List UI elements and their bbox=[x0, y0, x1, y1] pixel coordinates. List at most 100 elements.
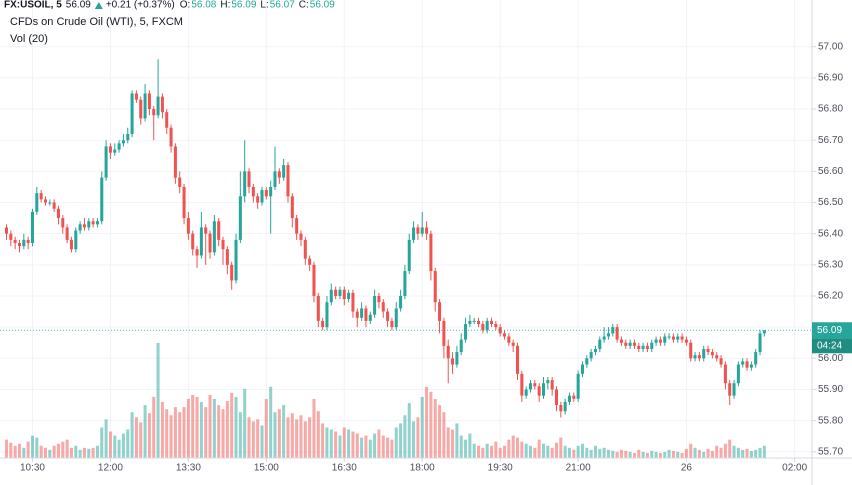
candle-body bbox=[520, 373, 524, 396]
volume-bar bbox=[61, 441, 65, 458]
volume-bar bbox=[22, 447, 26, 458]
countdown: 04:24 bbox=[817, 340, 842, 351]
candle-body bbox=[160, 96, 164, 113]
quote-key: L: bbox=[260, 0, 268, 11]
candle-body bbox=[472, 320, 476, 322]
volume-bar bbox=[563, 445, 567, 458]
candle-body bbox=[580, 364, 584, 374]
candle-body bbox=[719, 358, 723, 365]
volume-bar bbox=[412, 421, 416, 458]
candle-body bbox=[238, 196, 242, 240]
volume-bar bbox=[234, 396, 238, 458]
volume-bar bbox=[295, 419, 299, 458]
candle-body bbox=[477, 320, 481, 325]
volume-bar bbox=[165, 409, 169, 458]
candle-body bbox=[22, 239, 26, 247]
volume-bar bbox=[524, 443, 528, 458]
volume-bar bbox=[663, 451, 667, 458]
y-tick-label: 57.00 bbox=[818, 41, 843, 52]
candle-body bbox=[433, 271, 437, 303]
candle-body bbox=[35, 193, 39, 212]
candle-body bbox=[355, 311, 359, 318]
axes: 55.7055.8055.9056.0056.1056.2056.3056.40… bbox=[20, 41, 852, 474]
y-tick-label: 56.90 bbox=[818, 73, 843, 84]
volume-bar bbox=[572, 449, 576, 458]
candle-body bbox=[104, 146, 108, 178]
volume-bar bbox=[719, 447, 723, 458]
y-tick-label: 55.80 bbox=[818, 415, 843, 426]
volume-bar bbox=[312, 398, 316, 458]
chart-title: CFDs on Crude Oil (WTI), 5, FXCM bbox=[10, 16, 183, 28]
candle-body bbox=[754, 352, 758, 365]
indicator-label: Vol (20) bbox=[10, 33, 48, 45]
volume-bar bbox=[676, 451, 680, 458]
volume-bar bbox=[195, 396, 199, 458]
volume-bar bbox=[160, 402, 164, 458]
volume-bar bbox=[494, 441, 498, 458]
candle-body bbox=[576, 373, 580, 399]
candle-body bbox=[195, 249, 199, 256]
volume-bar bbox=[121, 433, 125, 458]
volume-bar bbox=[585, 447, 589, 458]
volume-bar bbox=[74, 445, 78, 458]
volume-bar bbox=[624, 450, 628, 458]
x-tick-label: 26 bbox=[681, 463, 693, 474]
candle-body bbox=[728, 383, 732, 396]
candle-body bbox=[650, 342, 654, 349]
volume-bar bbox=[251, 421, 255, 458]
candle-body bbox=[208, 233, 212, 253]
volume-bar bbox=[43, 447, 47, 458]
volume-bar bbox=[390, 439, 394, 458]
volume-bar bbox=[403, 415, 407, 458]
volume-bar bbox=[650, 450, 654, 458]
volume-bar bbox=[342, 427, 346, 458]
x-tick-label: 02:00 bbox=[782, 463, 807, 474]
candle-body bbox=[364, 308, 368, 321]
volume-bar bbox=[546, 445, 550, 458]
candle-body bbox=[234, 239, 238, 281]
volume-bar bbox=[554, 442, 559, 458]
quote-value: 56.08 bbox=[191, 0, 216, 11]
volume-bar bbox=[204, 407, 208, 458]
x-tick-label: 12:00 bbox=[98, 463, 123, 474]
y-tick-label: 56.80 bbox=[818, 104, 843, 115]
candle-body bbox=[52, 202, 56, 209]
candle-body bbox=[329, 289, 333, 303]
volume-bar bbox=[723, 443, 727, 458]
candle-body bbox=[143, 93, 147, 119]
volume-bar bbox=[762, 445, 766, 458]
candle-body bbox=[572, 395, 576, 399]
volume-bar bbox=[576, 445, 580, 458]
candle-body bbox=[39, 193, 43, 200]
volume-bar bbox=[468, 433, 472, 458]
candle-body bbox=[684, 339, 688, 343]
candle-body bbox=[221, 239, 225, 250]
volume-bar bbox=[13, 445, 17, 458]
candle-body bbox=[481, 324, 485, 331]
symbol: FX:USOIL, 5 bbox=[4, 0, 62, 11]
candle-body bbox=[606, 333, 610, 337]
candle-body bbox=[550, 380, 554, 390]
candle-body bbox=[69, 239, 73, 250]
volume-bar bbox=[619, 449, 623, 458]
candle-body bbox=[225, 249, 229, 265]
volume-bar bbox=[35, 437, 39, 458]
candle-body bbox=[442, 320, 446, 346]
candle-body bbox=[264, 190, 268, 197]
volume-bar bbox=[697, 449, 701, 458]
volume-bar bbox=[459, 435, 463, 458]
volume-bar bbox=[30, 435, 34, 458]
volume-bar bbox=[26, 441, 30, 458]
volume-bar bbox=[728, 439, 732, 458]
candle-body bbox=[628, 342, 632, 346]
volume-bar bbox=[108, 431, 112, 458]
quote-value: 56.09 bbox=[310, 0, 335, 11]
volume-bar bbox=[212, 398, 216, 458]
candle-body bbox=[554, 389, 559, 406]
candle-body bbox=[637, 345, 641, 349]
candle-body bbox=[121, 140, 125, 144]
volume-bar bbox=[308, 417, 312, 458]
last-price-box bbox=[812, 322, 852, 339]
candle-body bbox=[399, 295, 403, 309]
volume-bar bbox=[329, 429, 333, 458]
